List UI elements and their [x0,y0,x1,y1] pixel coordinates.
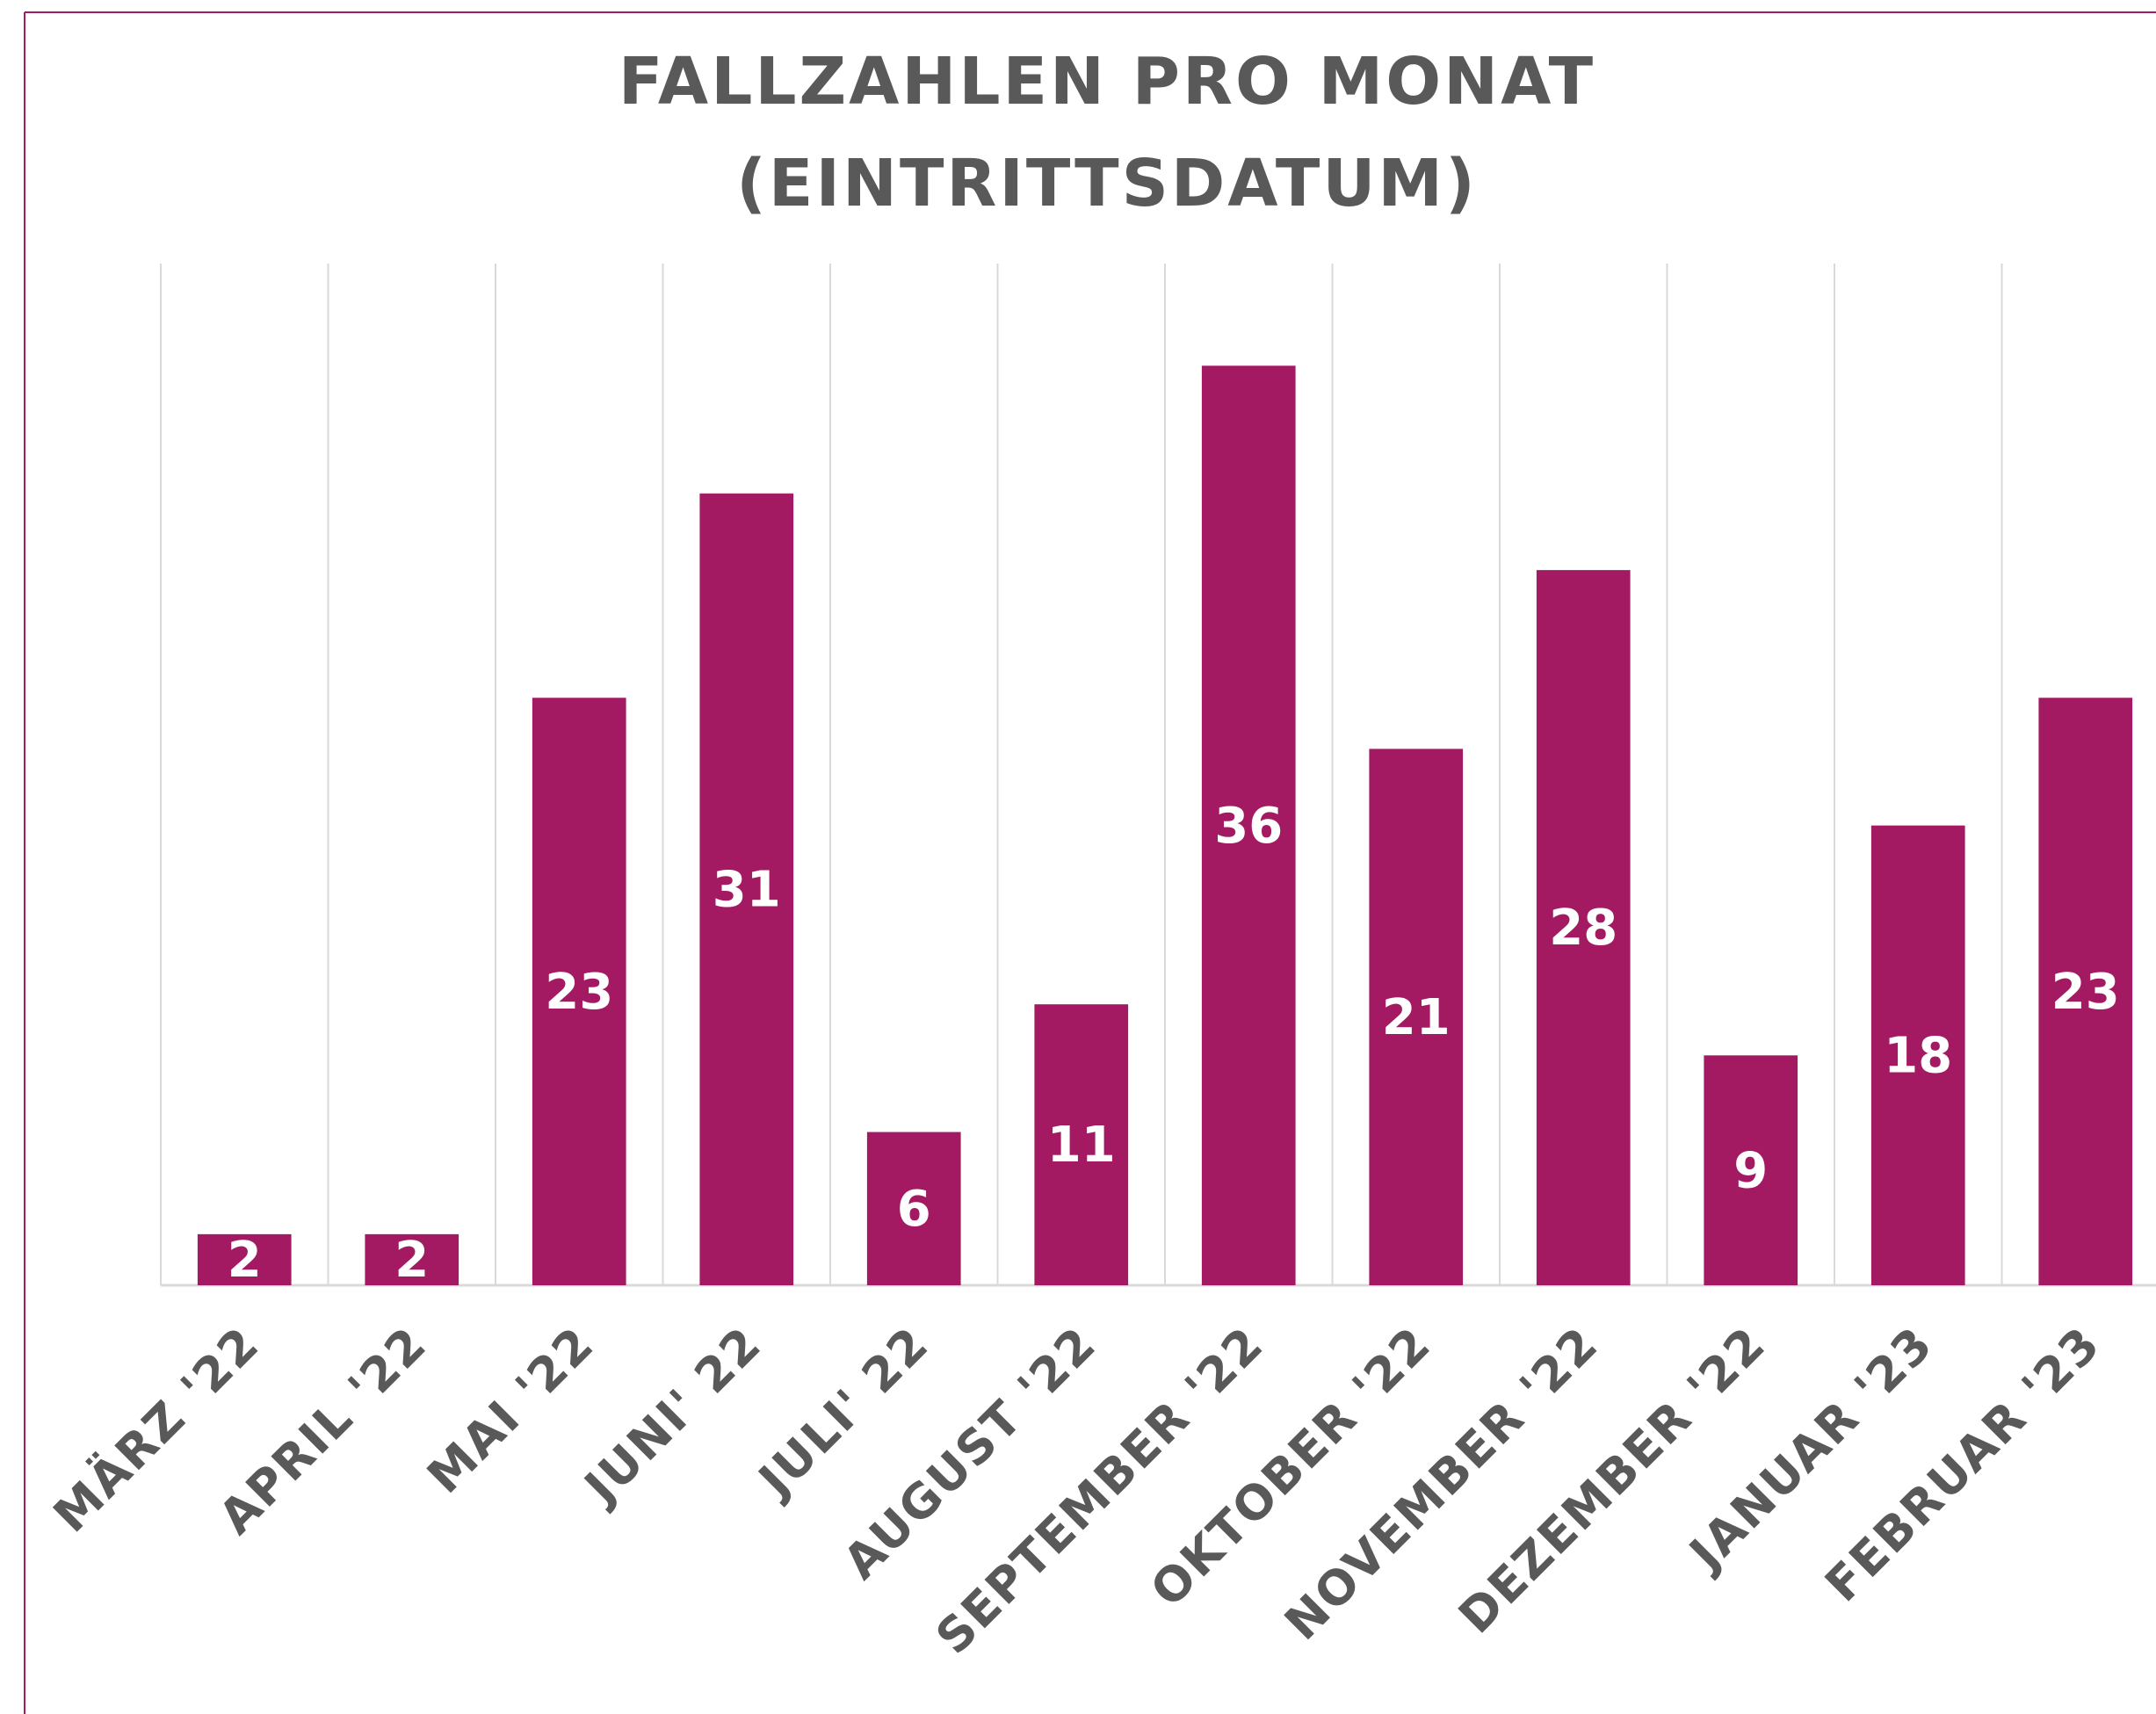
bar [699,493,794,1285]
bar [1536,569,1631,1285]
value-label: 28 [1549,900,1617,957]
value-label: 9 [1733,1142,1768,1199]
bar [1369,749,1464,1285]
value-label: 6 [897,1181,931,1238]
bar [197,1233,292,1285]
bar [2038,698,2133,1285]
bar [1201,365,1296,1285]
value-label: 2 [228,1232,262,1289]
bar [1870,825,1965,1285]
value-label: 23 [545,964,613,1021]
bar [532,698,626,1285]
bar [866,1132,961,1285]
value-label: 2 [394,1232,429,1289]
chart-title: (EINTRITTSDATUM) [736,146,1478,221]
bar [1704,1055,1798,1285]
value-label: 11 [1047,1117,1116,1174]
value-label: 21 [1382,989,1451,1046]
bar [365,1233,459,1285]
chart-title: FALLZAHLEN PRO MONAT [619,44,1595,119]
value-label: 23 [2051,964,2120,1021]
value-label: 31 [713,861,781,918]
value-label: 36 [1214,798,1283,855]
bar [1034,1004,1129,1285]
value-label: 18 [1884,1027,1952,1084]
